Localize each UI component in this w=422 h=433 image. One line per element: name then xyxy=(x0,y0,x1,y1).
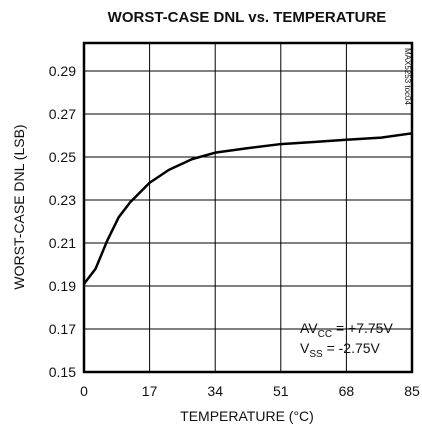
y-tick-label: 0.19 xyxy=(49,278,76,294)
x-tick-label: 0 xyxy=(80,383,88,399)
y-tick-label: 0.29 xyxy=(49,63,76,79)
data-line xyxy=(83,132,413,285)
annotation-main: AV xyxy=(300,320,318,336)
y-tick-label: 0.17 xyxy=(49,321,76,337)
chart-title: WORST-CASE DNL vs. TEMPERATURE xyxy=(108,9,387,26)
annotation-rest: = +7.75V xyxy=(332,320,393,336)
annotation-sub: SS xyxy=(309,349,323,360)
x-tick-label: 51 xyxy=(273,383,289,399)
y-tick-label: 0.21 xyxy=(49,235,76,251)
annotation-rest: = -2.75V xyxy=(323,340,381,356)
x-tick-label: 85 xyxy=(404,383,420,399)
annotation-main: V xyxy=(300,340,310,356)
y-tick-label: 0.15 xyxy=(49,364,76,380)
x-tick-label: 17 xyxy=(142,383,158,399)
y-axis-label: WORST-CASE DNL (LSB) xyxy=(11,124,27,289)
side-note: MAX5253 toc04 xyxy=(403,48,412,105)
annotation: VSS = -2.75V xyxy=(300,340,381,360)
x-axis-label: TEMPERATURE (°C) xyxy=(180,408,314,424)
x-tick-label: 34 xyxy=(207,383,223,399)
annotation: AVCC = +7.75V xyxy=(300,320,393,340)
annotation-sub: CC xyxy=(318,329,332,340)
y-tick-label: 0.23 xyxy=(49,192,76,208)
plot-frame xyxy=(82,41,414,374)
y-tick-label: 0.27 xyxy=(49,106,76,122)
y-tick-label: 0.25 xyxy=(49,149,76,165)
x-tick-label: 68 xyxy=(339,383,355,399)
